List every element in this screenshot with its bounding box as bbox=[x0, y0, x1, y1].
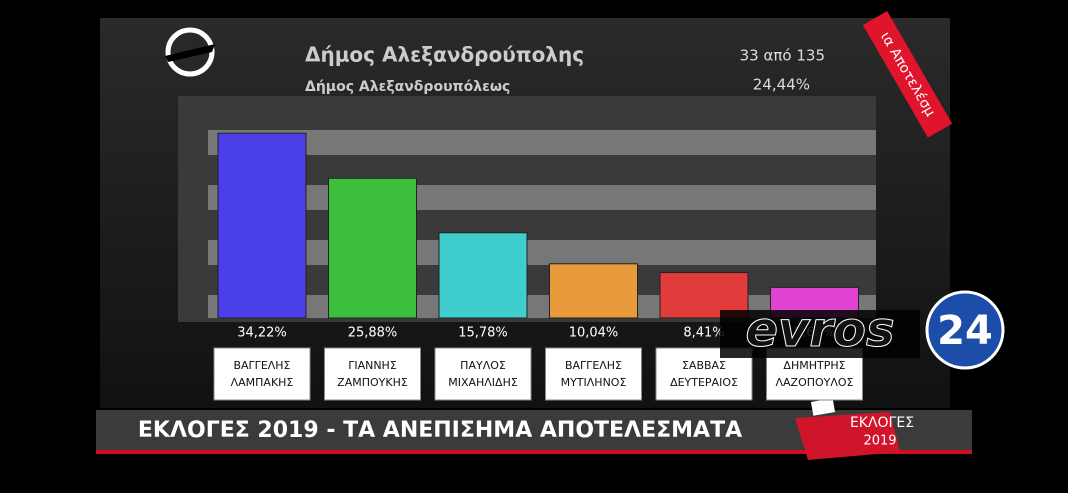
title: Δήμος Αλεξανδρούπολης bbox=[305, 43, 584, 67]
candidate-name: ΔΗΜΗΤΡΗΣ bbox=[783, 359, 845, 372]
ballot-label: ΕΚΛΟΓΕΣ bbox=[850, 415, 914, 431]
candidate-name: ΒΑΓΓΕΛΗΣ bbox=[233, 359, 290, 372]
value-label: 8,41% bbox=[683, 326, 724, 341]
value-label: 25,88% bbox=[348, 326, 398, 341]
counted-pct: 24,44% bbox=[753, 76, 810, 94]
candidate-name: ΒΑΓΓΕΛΗΣ bbox=[565, 359, 622, 372]
candidate-name: ΣΑΒΒΑΣ bbox=[682, 359, 726, 372]
value-label: 34,22% bbox=[237, 326, 287, 341]
logo-text: evros bbox=[745, 302, 894, 358]
candidate-name: ΜΥΤΙΛΗΝΟΣ bbox=[561, 376, 627, 389]
logo-backdrop bbox=[720, 310, 920, 358]
bar bbox=[328, 177, 417, 319]
name-box bbox=[545, 347, 642, 401]
candidate-name: ΓΙΑΝΝΗΣ bbox=[348, 359, 397, 372]
stripe bbox=[208, 240, 876, 265]
banner-text: ΕΚΛΟΓΕΣ 2019 - ΤΑ ΑΝΕΠΙΣΗΜΑ ΑΠΟΤΕΛΕΣΜΑΤΑ bbox=[138, 418, 742, 443]
stripe bbox=[208, 185, 876, 210]
ballot-box: ΕΚΛΟΓΕΣ 2019 bbox=[795, 398, 914, 460]
logo-number: 24 bbox=[937, 308, 993, 354]
name-box bbox=[434, 347, 532, 401]
candidate-name: ΛΑΖΟΠΟΥΛΟΣ bbox=[775, 376, 853, 389]
name-box bbox=[213, 347, 311, 401]
bar bbox=[217, 132, 307, 319]
candidate-name: ΠΑΥΛΟΣ bbox=[460, 359, 506, 372]
value-label: 15,78% bbox=[458, 326, 508, 341]
candidate-name: ΖΑΜΠΟΥΚΗΣ bbox=[337, 376, 408, 389]
candidate-name: ΜΙΧΑΗΛΙΔΗΣ bbox=[448, 376, 518, 389]
value-label: 10,04% bbox=[569, 326, 619, 341]
banner-line bbox=[96, 450, 972, 454]
logo-circle bbox=[925, 290, 1005, 370]
ballot-year: 2019 bbox=[863, 434, 896, 449]
bar bbox=[549, 263, 638, 319]
candidate-name: ΔΕΥΤΕΡΑΙΟΣ bbox=[670, 376, 738, 389]
station-logo bbox=[165, 27, 215, 77]
bar bbox=[438, 232, 528, 319]
candidate-name: ΛΑΜΠΑΚΗΣ bbox=[231, 376, 294, 389]
subtitle: Δήμος Αλεξανδρουπόλεως bbox=[305, 79, 510, 95]
counted: 33 από 135 bbox=[740, 47, 825, 65]
stripe bbox=[208, 130, 876, 155]
name-box bbox=[324, 347, 421, 401]
